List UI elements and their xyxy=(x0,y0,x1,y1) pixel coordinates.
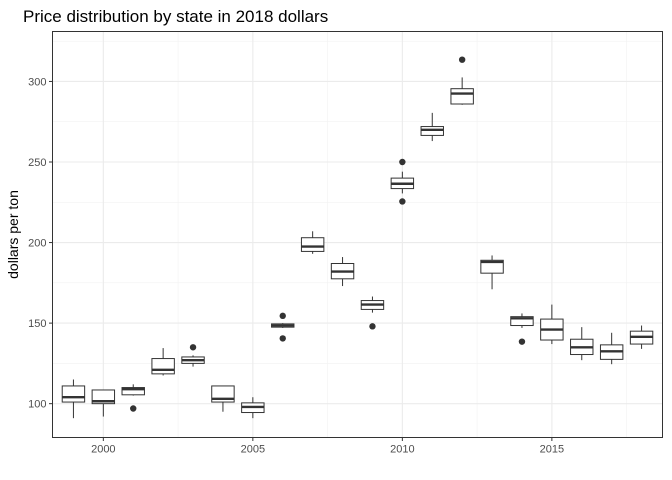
box-iqr xyxy=(300,237,325,252)
box-2001 xyxy=(121,384,145,412)
box-2016 xyxy=(570,327,594,361)
box-2012 xyxy=(450,56,474,105)
outlier-point xyxy=(399,158,406,166)
y-tick-label: 300 xyxy=(28,76,46,88)
y-tick-label: 150 xyxy=(28,318,46,330)
y-tick-label: 100 xyxy=(28,399,46,411)
box-2006 xyxy=(271,312,295,342)
outlier-point xyxy=(279,335,286,342)
box-2009 xyxy=(360,296,385,330)
box-2014 xyxy=(510,313,534,345)
box-2002 xyxy=(151,348,175,376)
y-tick-label: 200 xyxy=(28,238,46,250)
box-2013 xyxy=(480,255,504,290)
box-2018 xyxy=(629,325,654,349)
box-iqr xyxy=(61,385,86,403)
outlier-point xyxy=(518,338,526,345)
box-2010 xyxy=(390,158,415,205)
box-iqr xyxy=(121,387,145,396)
box-2003 xyxy=(181,344,205,367)
box-2005 xyxy=(241,397,265,419)
box-series xyxy=(61,56,654,419)
box-2017 xyxy=(599,332,624,365)
box-iqr xyxy=(420,126,444,136)
axes: 2000 2005 2010 2015 100 150 200 250 300 xyxy=(28,76,564,455)
outlier-point xyxy=(130,405,137,412)
box-2015 xyxy=(540,304,564,345)
box-iqr xyxy=(480,259,504,274)
chart-title: Price distribution by state in 2018 doll… xyxy=(23,7,328,26)
outlier-point xyxy=(458,56,466,63)
gridlines xyxy=(52,31,663,438)
box-2011 xyxy=(420,112,444,142)
plot-border xyxy=(52,31,663,438)
outlier-point xyxy=(279,312,286,320)
box-2007 xyxy=(300,231,325,254)
outlier-point xyxy=(399,198,406,205)
box-iqr xyxy=(510,316,534,327)
plot-panel xyxy=(52,31,663,438)
x-tick-label: 2015 xyxy=(540,444,564,456)
outlier-point xyxy=(369,323,376,330)
box-2004 xyxy=(211,385,235,412)
box-2000 xyxy=(91,389,116,417)
box-iqr xyxy=(450,88,474,105)
box-1999 xyxy=(61,379,86,419)
x-tick-label: 2000 xyxy=(91,444,115,456)
y-tick-label: 250 xyxy=(28,157,46,169)
y-axis-label: dollars per ton xyxy=(5,190,21,279)
box-2008 xyxy=(330,257,355,287)
x-tick-label: 2005 xyxy=(241,444,265,456)
x-tick-label: 2010 xyxy=(390,444,414,456)
outlier-point xyxy=(189,344,197,351)
box-iqr xyxy=(151,358,175,375)
